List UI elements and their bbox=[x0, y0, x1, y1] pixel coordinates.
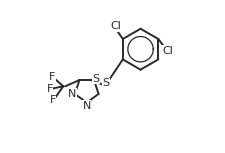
Text: S: S bbox=[92, 74, 99, 84]
Text: F: F bbox=[46, 84, 53, 94]
Text: F: F bbox=[50, 95, 56, 105]
Text: N: N bbox=[83, 101, 91, 111]
Text: F: F bbox=[49, 71, 55, 82]
Text: N: N bbox=[68, 89, 77, 99]
Text: S: S bbox=[102, 78, 109, 88]
Text: Cl: Cl bbox=[162, 46, 173, 56]
Text: Cl: Cl bbox=[111, 21, 122, 31]
